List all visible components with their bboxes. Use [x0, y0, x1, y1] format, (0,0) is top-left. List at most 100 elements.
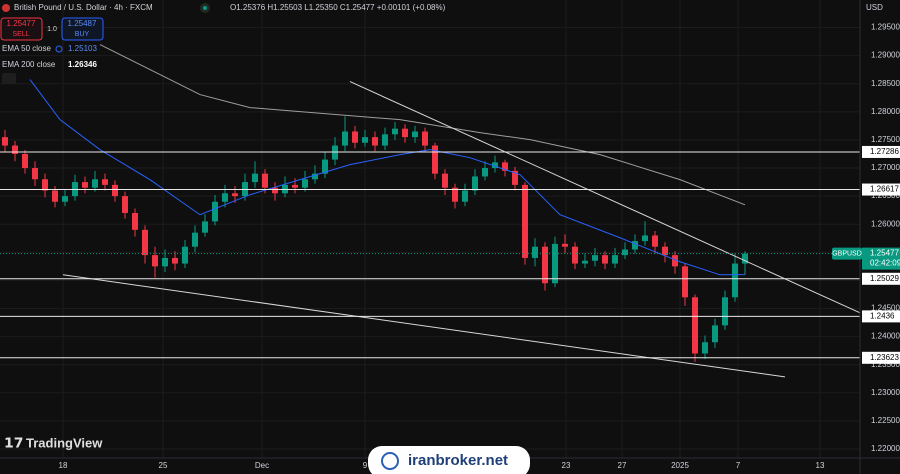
candle-body [152, 255, 158, 267]
candle-body [602, 255, 608, 264]
candle-body [112, 184, 118, 197]
candle-body [632, 241, 638, 250]
candle-body [712, 325, 718, 343]
level-label: 1.27286 [870, 147, 899, 156]
last-price-box [862, 247, 900, 270]
level-label: 1.2436 [870, 311, 895, 320]
candle-body [102, 179, 108, 185]
candle-body [172, 257, 178, 264]
spread: 1.0 [47, 26, 57, 33]
level-label-box [862, 272, 900, 285]
candle-body [522, 184, 528, 258]
y-tick-label: 1.22500 [871, 416, 900, 425]
level-label: 1.26617 [870, 185, 899, 194]
trend-line [62, 274, 786, 378]
candle-body [272, 187, 278, 194]
candle-body [62, 196, 68, 202]
candle-body [472, 176, 478, 191]
candle-body [512, 170, 518, 185]
symbol-box [832, 247, 862, 260]
y-tick-label: 1.23500 [871, 360, 900, 369]
candle-body [342, 131, 348, 146]
sell-button[interactable] [0, 17, 43, 41]
candle-body [432, 145, 438, 174]
site-name: iranbroker.net [408, 452, 508, 469]
x-tick-label: 7 [736, 461, 741, 470]
candle-body [232, 193, 238, 197]
candle-body [722, 297, 728, 326]
candle-body [422, 131, 428, 146]
x-tick-label: Dec [255, 461, 269, 470]
collapse-button[interactable] [2, 73, 16, 84]
candle-body [462, 190, 468, 202]
y-tick-label: 1.28500 [871, 79, 900, 88]
level-label-box [862, 145, 900, 158]
ohlc: O1.25376 H1.25503 L1.25350 C1.25477 +0.0… [230, 3, 446, 12]
buy-price: 1.25487 [68, 19, 97, 28]
level-label-box [862, 351, 900, 364]
candle-body [42, 179, 48, 191]
candle-body [532, 246, 538, 258]
countdown: 02:42:09 [870, 259, 900, 268]
candle-body [492, 162, 498, 169]
candle-body [452, 187, 458, 202]
candle-body [372, 137, 378, 146]
candle-body [672, 255, 678, 267]
buy-label: BUY [75, 31, 90, 38]
x-tick-label: 25 [159, 461, 168, 470]
candle-body [322, 159, 328, 174]
ema50-value: 1.25103 [68, 44, 97, 53]
candle-body [332, 145, 338, 160]
candle-body [302, 179, 308, 188]
candle-body [732, 263, 738, 298]
y-tick-label: 1.27000 [871, 163, 900, 172]
level-label-box [862, 183, 900, 196]
status-dot-inner [203, 6, 207, 10]
ema-line [99, 44, 746, 206]
candle-body [262, 173, 268, 188]
candle-body [212, 201, 218, 222]
y-tick-label: 1.24500 [871, 304, 900, 313]
candle-body [402, 128, 408, 138]
currency: USD [866, 3, 883, 12]
candle-body [572, 246, 578, 264]
candle-body [12, 145, 18, 154]
candle-body [252, 173, 258, 183]
candle-body [622, 249, 628, 256]
y-tick-label: 1.29000 [871, 51, 900, 60]
candle-body [652, 235, 658, 247]
candle-body [682, 266, 688, 298]
y-tick-label: 1.27500 [871, 135, 900, 144]
x-tick-label: 18 [59, 461, 68, 470]
candle-body [52, 190, 58, 202]
candle-body [122, 196, 128, 213]
symbol-label: GBPUSD [832, 250, 862, 257]
y-tick-label: 1.24000 [871, 332, 900, 341]
site-badge [368, 446, 530, 474]
sell-price: 1.25477 [7, 19, 36, 28]
candle-body [692, 297, 698, 354]
level-label: 1.25029 [870, 274, 899, 283]
candle-body [442, 173, 448, 188]
level-label-box [862, 310, 900, 323]
candle-body [192, 232, 198, 247]
sell-label: SELL [12, 31, 29, 38]
symbol-title: British Pound / U.S. Dollar · 4h · FXCM [14, 3, 153, 12]
y-tick-label: 1.26500 [871, 191, 900, 200]
y-tick-label: 1.28000 [871, 107, 900, 116]
level-label: 1.23623 [870, 353, 899, 362]
candle-body [392, 128, 398, 135]
candle-body [32, 168, 38, 180]
site-icon [381, 452, 399, 470]
candle-body [292, 184, 298, 188]
symbol-icon [2, 4, 10, 12]
x-tick-label: 9 [363, 461, 368, 470]
y-tick-label: 1.26000 [871, 219, 900, 228]
candle-body [642, 235, 648, 242]
candle-body [202, 221, 208, 233]
watermark: TradingView [26, 435, 103, 450]
candle-body [412, 131, 418, 138]
buy-button[interactable] [61, 17, 104, 41]
